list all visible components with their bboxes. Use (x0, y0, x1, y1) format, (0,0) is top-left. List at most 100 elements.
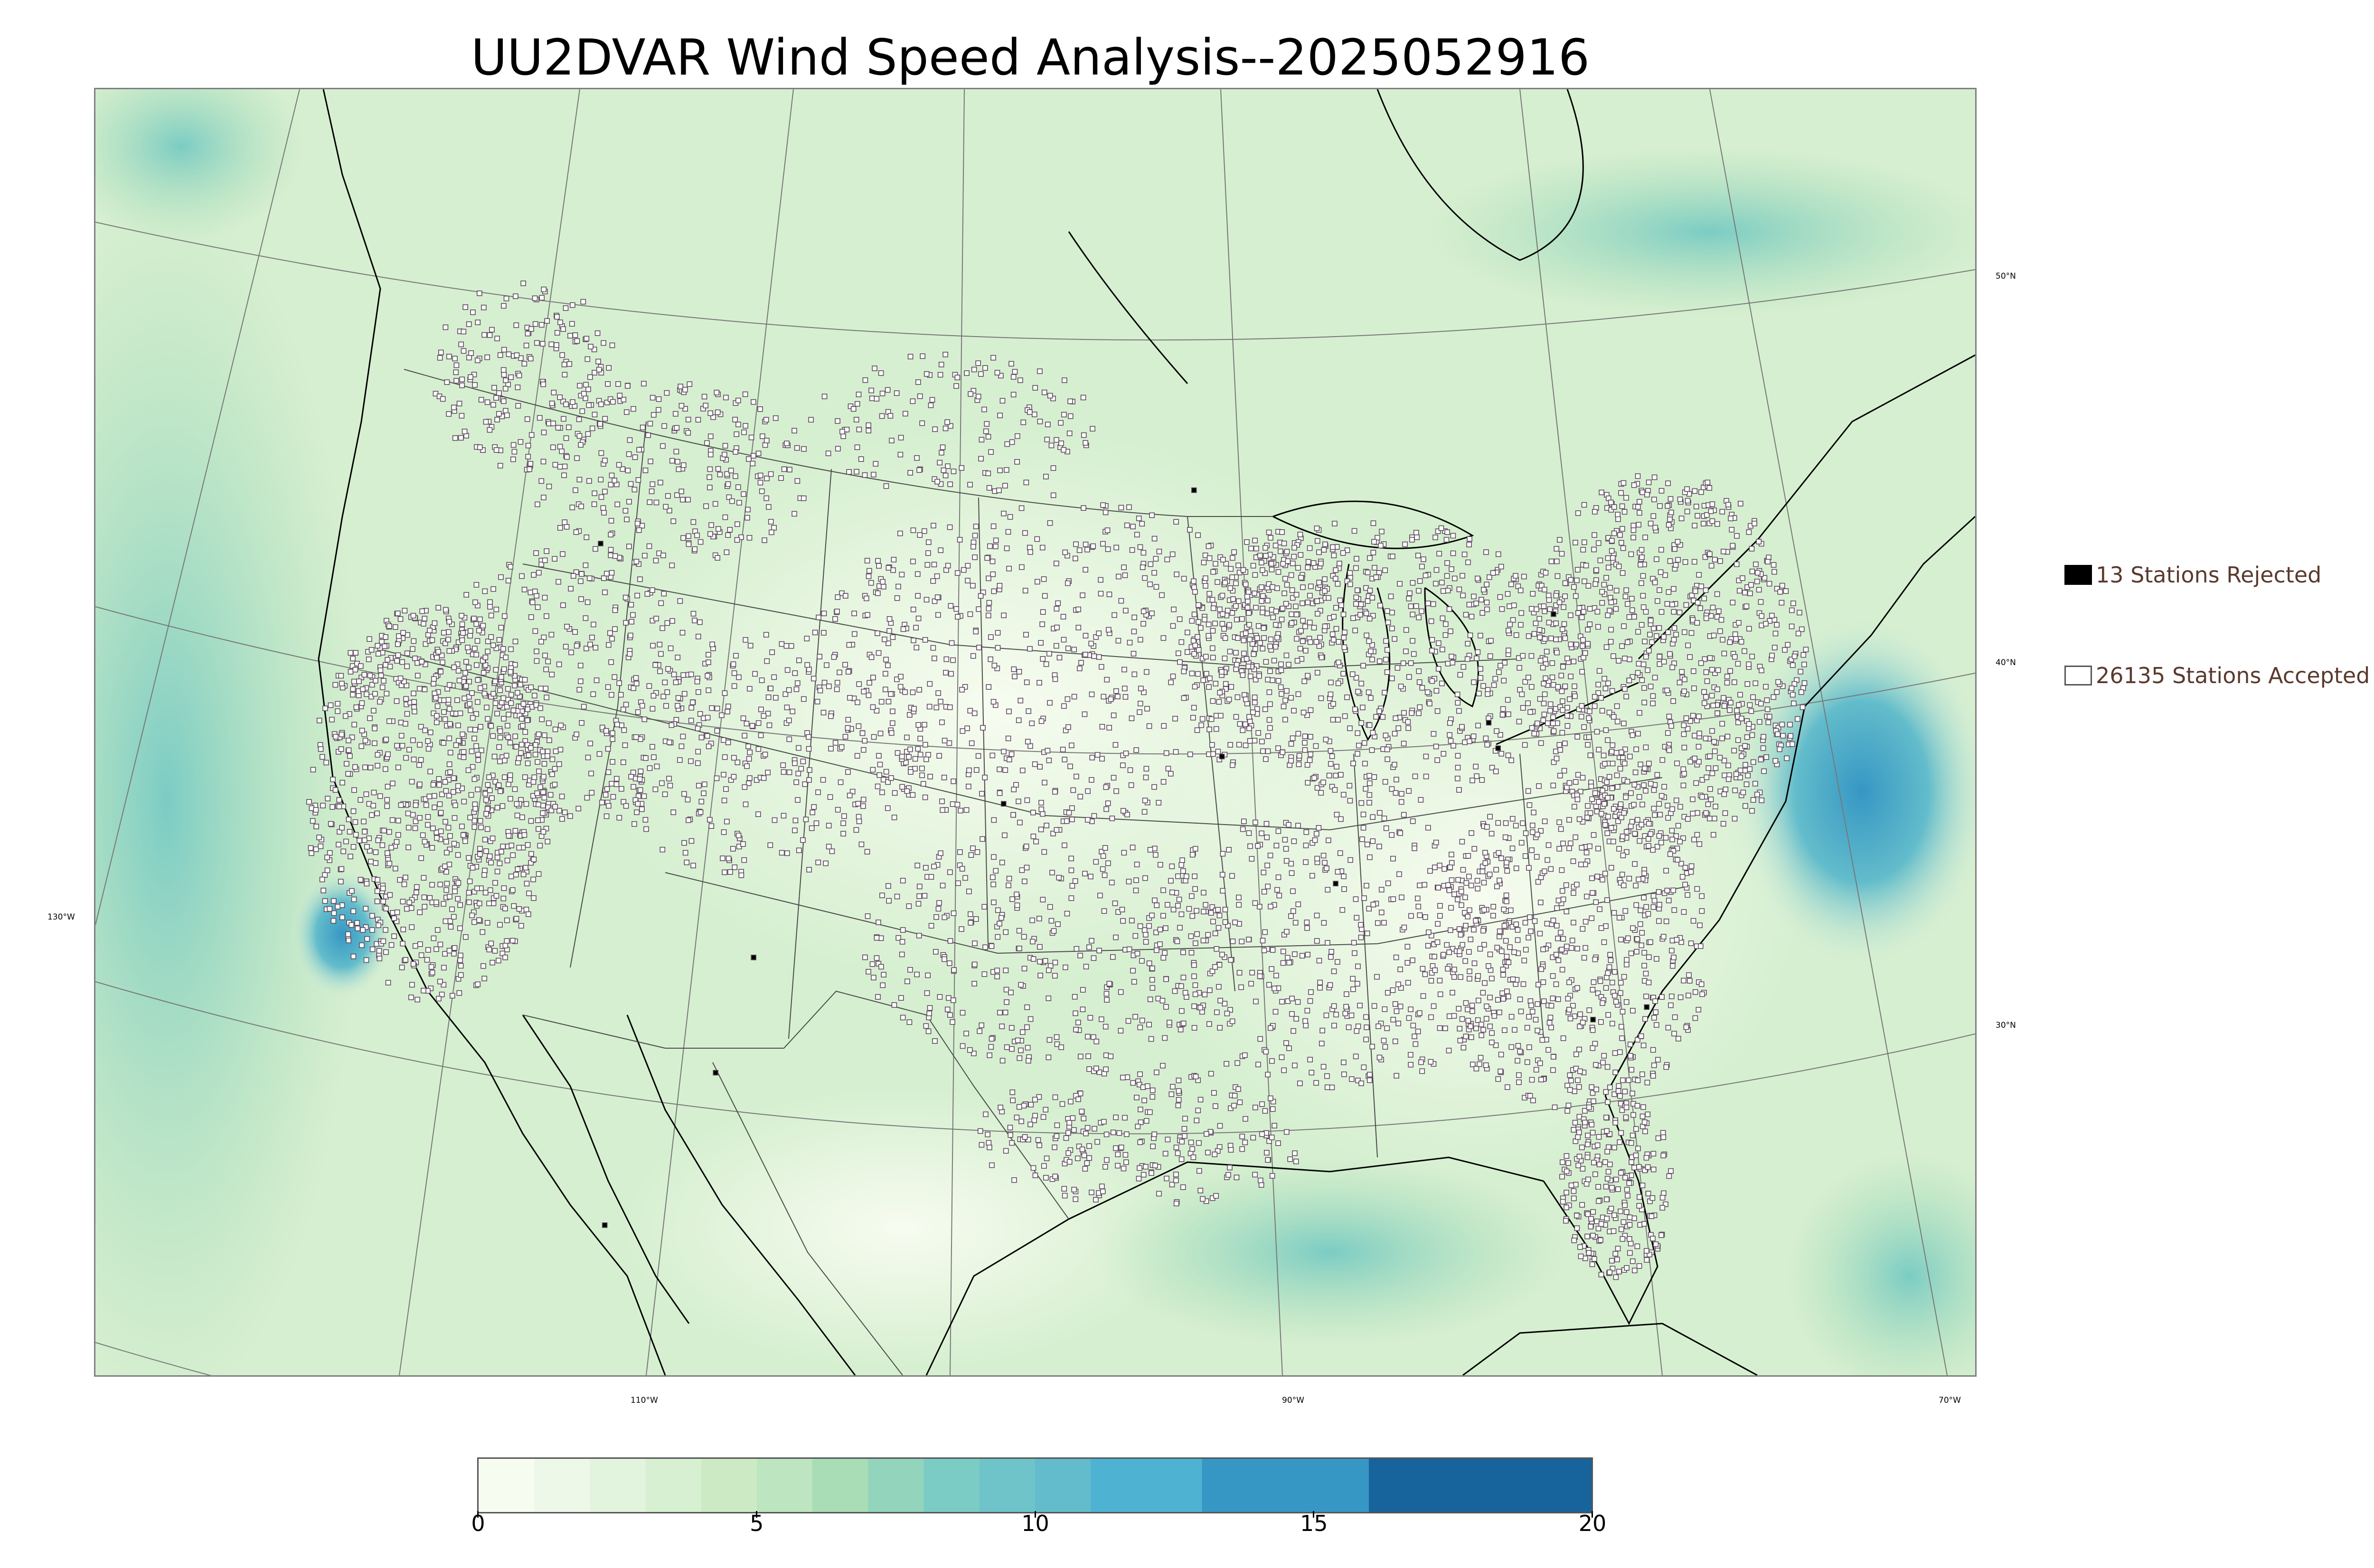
station-marker (1316, 958, 1322, 964)
station-marker (1209, 904, 1215, 910)
station-marker (1538, 1077, 1544, 1082)
station-marker (1314, 912, 1320, 919)
station-marker (436, 782, 442, 788)
station-marker (486, 947, 492, 953)
station-marker (392, 865, 398, 872)
station-marker (995, 630, 1001, 636)
station-marker (962, 684, 968, 690)
station-marker (1564, 656, 1570, 661)
station-marker (370, 803, 377, 808)
station-marker (915, 593, 921, 599)
accepted-stations (306, 280, 1809, 1280)
station-marker (838, 779, 844, 785)
station-marker (1418, 797, 1424, 803)
station-marker (1801, 680, 1808, 686)
station-marker (1635, 629, 1641, 635)
station-marker (490, 586, 496, 592)
station-marker (667, 783, 673, 789)
station-marker (1639, 942, 1644, 948)
station-marker (1389, 832, 1394, 838)
station-marker (431, 681, 436, 687)
station-marker (1529, 725, 1535, 731)
station-marker (1252, 738, 1258, 743)
station-marker (352, 764, 358, 770)
station-marker (610, 730, 615, 736)
station-marker (1026, 708, 1031, 714)
station-marker (471, 616, 477, 621)
station-marker (1446, 1048, 1452, 1053)
station-marker (399, 965, 405, 970)
station-marker (318, 746, 324, 752)
station-marker (417, 742, 423, 748)
station-marker (1734, 533, 1740, 539)
station-marker (1477, 1061, 1482, 1067)
station-marker (1389, 676, 1395, 681)
station-marker (536, 801, 541, 807)
station-marker (1328, 954, 1334, 960)
station-marker (1590, 1045, 1596, 1051)
station-marker (1337, 561, 1342, 566)
station-marker (895, 583, 901, 590)
station-marker (497, 687, 503, 693)
station-marker (1317, 985, 1323, 991)
station-marker (660, 694, 667, 699)
station-marker (546, 720, 552, 726)
station-marker (1526, 675, 1531, 680)
station-marker (1727, 668, 1733, 674)
station-marker (1358, 720, 1364, 726)
station-marker (1696, 841, 1703, 847)
station-marker (1484, 600, 1490, 605)
station-marker (480, 963, 486, 969)
station-marker (1703, 669, 1709, 675)
station-marker (1762, 575, 1768, 581)
station-marker (1797, 610, 1802, 616)
station-marker (1250, 709, 1256, 715)
station-marker (742, 784, 748, 790)
station-marker (491, 753, 498, 760)
station-marker (1451, 1013, 1457, 1019)
station-marker (403, 696, 409, 702)
station-marker (1586, 734, 1592, 740)
station-marker (876, 772, 882, 778)
station-marker (1600, 1060, 1606, 1066)
station-marker (823, 860, 829, 866)
station-marker (466, 899, 472, 905)
station-marker (599, 724, 605, 731)
station-marker (1548, 635, 1554, 641)
station-marker (484, 704, 490, 711)
station-marker (413, 818, 419, 824)
station-marker (443, 850, 450, 855)
station-marker (507, 772, 513, 778)
station-marker (1693, 780, 1699, 786)
station-marker (1234, 617, 1240, 622)
station-marker (1708, 508, 1714, 514)
station-marker (380, 899, 386, 904)
station-marker (1658, 793, 1665, 799)
station-marker (1465, 853, 1471, 859)
station-marker (1233, 650, 1239, 656)
station-marker (768, 685, 773, 691)
station-marker (1243, 582, 1249, 587)
station-marker (587, 741, 593, 746)
station-marker (328, 821, 334, 827)
station-marker (650, 643, 656, 648)
station-marker (1537, 657, 1544, 664)
station-marker (1678, 516, 1685, 521)
station-marker (384, 850, 390, 856)
wind-speed-map[interactable] (95, 89, 1975, 1375)
station-marker (534, 790, 540, 796)
station-marker (1507, 944, 1513, 950)
station-marker (528, 860, 534, 866)
station-marker (1471, 593, 1477, 600)
station-marker (949, 640, 955, 646)
station-marker (1075, 1020, 1081, 1025)
station-marker (1419, 608, 1424, 614)
station-marker (967, 708, 973, 714)
station-marker (1003, 929, 1009, 935)
station-marker (1417, 1010, 1423, 1016)
station-marker (1170, 673, 1176, 679)
station-marker (367, 715, 373, 721)
station-marker (1654, 1022, 1659, 1028)
map-panel[interactable] (94, 88, 1977, 1377)
station-marker (637, 776, 643, 782)
